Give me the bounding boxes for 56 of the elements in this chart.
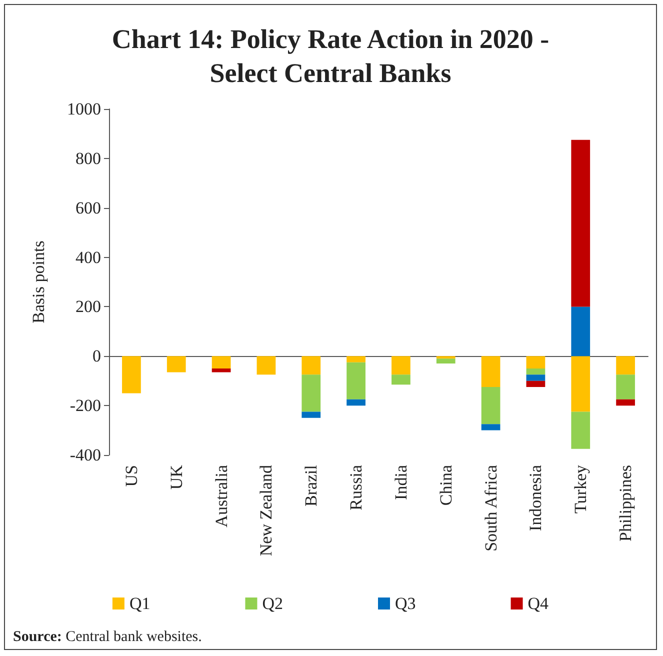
x-tick-label: Russia bbox=[346, 464, 366, 510]
bar bbox=[392, 356, 410, 375]
bar bbox=[526, 356, 546, 368]
legend-label: Q2 bbox=[262, 594, 284, 613]
bar bbox=[212, 368, 231, 372]
x-tick-label: Turkey bbox=[571, 464, 590, 514]
bar bbox=[256, 356, 276, 375]
bar bbox=[122, 356, 141, 394]
y-tick-label: 600 bbox=[76, 198, 101, 218]
bar bbox=[346, 362, 366, 400]
y-tick-label: 800 bbox=[76, 148, 101, 168]
bar bbox=[302, 374, 321, 412]
bar bbox=[616, 399, 635, 406]
y-tick-label: 0 bbox=[92, 346, 101, 366]
bar bbox=[616, 356, 635, 375]
bar bbox=[481, 424, 500, 430]
y-axis-title: Basis points bbox=[29, 240, 48, 324]
bar bbox=[526, 374, 546, 381]
legend-label: Q1 bbox=[129, 594, 150, 613]
legend-label: Q4 bbox=[528, 594, 550, 613]
x-tick-label: China bbox=[436, 464, 456, 506]
bar bbox=[571, 306, 590, 356]
bar bbox=[346, 356, 366, 362]
x-tick-label: Indonesia bbox=[526, 464, 546, 532]
x-tick-label: Brazil bbox=[302, 464, 321, 507]
x-tick-label: Australia bbox=[212, 464, 231, 528]
bar bbox=[526, 368, 546, 375]
y-tick-label: 200 bbox=[76, 297, 101, 316]
x-tick-label: Philippines bbox=[616, 465, 636, 542]
bar bbox=[392, 374, 410, 385]
bar bbox=[302, 356, 321, 375]
x-tick-label: New Zealand bbox=[256, 464, 276, 556]
bar bbox=[616, 374, 635, 400]
bar bbox=[526, 380, 546, 388]
y-tick-label: -400 bbox=[70, 446, 101, 464]
bar bbox=[166, 356, 186, 372]
x-tick-label: UK bbox=[166, 464, 186, 490]
x-tick-label: US bbox=[122, 465, 141, 487]
chart-title: Chart 14: Policy Rate Action in 2020 - Select Central Banks bbox=[112, 24, 550, 88]
bar bbox=[436, 358, 456, 364]
bar bbox=[481, 356, 500, 388]
y-tick-label: -200 bbox=[70, 396, 101, 416]
x-tick-label: South Africa bbox=[481, 464, 500, 552]
y-tick-label: 1000 bbox=[67, 100, 101, 118]
x-tick-label: India bbox=[391, 464, 410, 500]
bar bbox=[436, 356, 456, 359]
legend-label: Q3 bbox=[395, 594, 416, 613]
source-note: Source: Central bank websites. bbox=[13, 629, 202, 646]
bar bbox=[571, 140, 590, 307]
bar bbox=[212, 356, 231, 368]
bar bbox=[571, 356, 590, 412]
bar bbox=[481, 387, 500, 424]
bar bbox=[571, 412, 590, 449]
bar bbox=[302, 412, 321, 418]
y-tick-label: 400 bbox=[76, 248, 101, 267]
bar bbox=[346, 399, 366, 406]
